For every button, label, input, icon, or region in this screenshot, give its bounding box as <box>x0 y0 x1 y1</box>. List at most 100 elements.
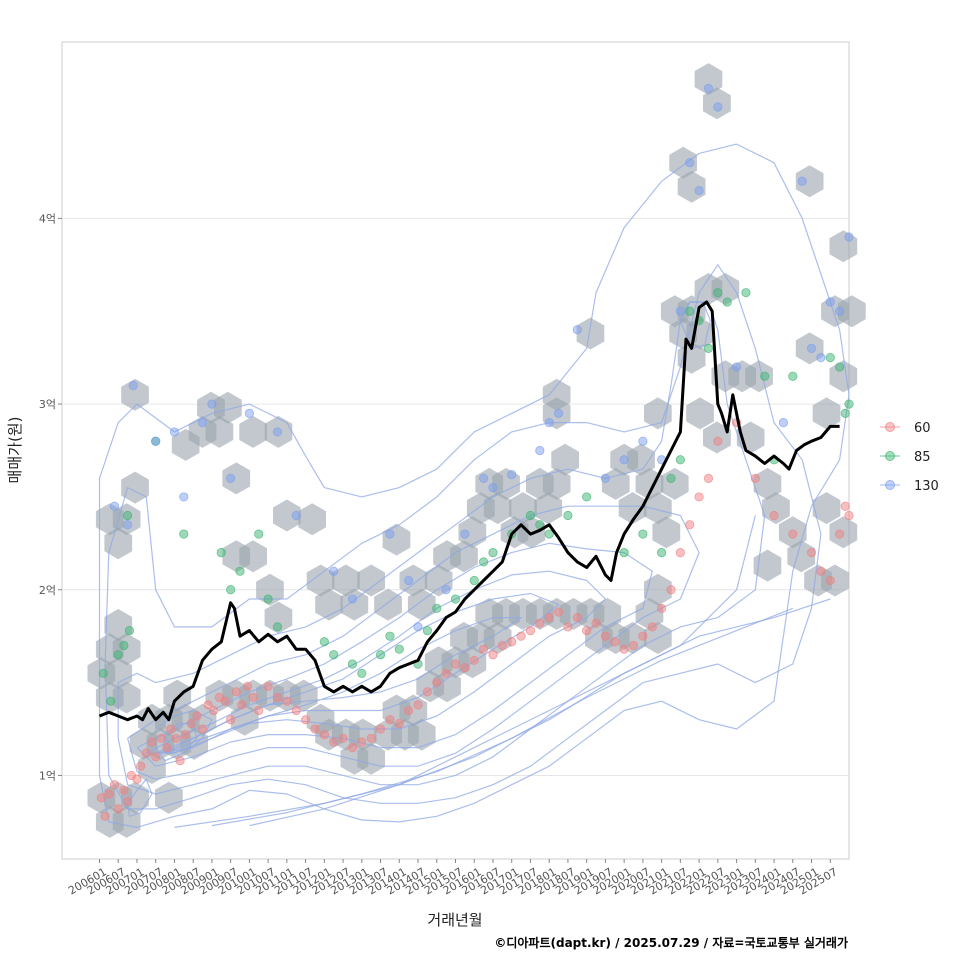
hexbin <box>534 492 563 525</box>
data-point-130 <box>535 445 545 456</box>
data-point-60 <box>162 742 172 753</box>
contour-line <box>164 722 198 754</box>
hexbin <box>239 540 267 573</box>
hexbin <box>821 564 849 597</box>
data-point-60 <box>835 529 845 539</box>
hexbin <box>458 516 487 549</box>
data-point-130 <box>619 455 629 465</box>
data-point-85 <box>113 650 123 660</box>
data-point-85 <box>179 529 189 539</box>
data-point-60 <box>840 501 850 511</box>
data-point-60 <box>385 715 395 725</box>
data-point-85 <box>840 408 850 418</box>
hexbin <box>155 781 183 814</box>
data-point-85 <box>272 622 283 632</box>
hexbin <box>264 601 293 634</box>
legend: 60 85 130 <box>880 421 939 494</box>
hexbin <box>652 516 681 549</box>
data-point-130 <box>638 436 648 446</box>
data-point-130 <box>329 566 339 576</box>
hexbin <box>104 527 133 560</box>
data-point-60 <box>209 705 219 716</box>
data-point-60 <box>220 696 230 706</box>
hexbin <box>306 564 335 597</box>
data-point-60 <box>242 681 253 691</box>
data-point-60 <box>610 637 620 647</box>
hexbin <box>812 397 841 430</box>
hexbin <box>112 805 141 838</box>
data-point-130 <box>226 473 236 483</box>
hexbin <box>407 718 436 751</box>
data-point-85 <box>254 529 264 539</box>
data-point-60 <box>788 529 798 539</box>
data-point-60 <box>197 724 208 734</box>
data-point-60 <box>291 705 301 716</box>
data-point-60 <box>497 640 507 651</box>
data-point-60 <box>175 755 185 766</box>
hexbin <box>222 462 251 495</box>
hexbin <box>273 499 301 532</box>
data-point-130 <box>413 622 423 632</box>
data-point-85 <box>638 529 648 539</box>
hexbin <box>483 492 512 525</box>
data-point-60 <box>254 705 264 716</box>
data-point-85 <box>582 492 592 502</box>
data-point-60 <box>647 622 657 632</box>
hexbin <box>214 391 242 424</box>
hexbin <box>526 467 554 500</box>
data-point-60 <box>237 700 247 710</box>
y-tick-label: 3억 <box>39 398 56 411</box>
y-tick-label: 2억 <box>39 584 56 597</box>
hexbin <box>762 492 790 525</box>
data-point-85 <box>98 668 108 678</box>
data-point-85 <box>835 362 845 372</box>
data-point-85 <box>722 297 732 307</box>
data-point-130 <box>488 483 498 493</box>
hexbin <box>838 295 866 328</box>
hexbin <box>753 549 782 582</box>
data-point-85 <box>488 548 498 558</box>
hexbin <box>239 415 267 448</box>
data-point-60 <box>248 692 258 703</box>
data-point-85 <box>119 640 129 651</box>
data-point-85 <box>825 353 835 363</box>
data-point-85 <box>357 668 367 678</box>
legend-label: 85 <box>914 450 931 465</box>
data-point-130 <box>553 408 564 418</box>
hexbin <box>205 415 234 448</box>
hexbin <box>407 588 436 621</box>
hexbin <box>357 564 385 597</box>
hexbin <box>121 378 149 411</box>
data-point-85 <box>544 529 554 539</box>
data-point-60 <box>104 789 114 799</box>
hexbin <box>551 443 579 476</box>
data-point-130 <box>291 510 301 521</box>
data-point-130 <box>507 470 517 480</box>
data-point-60 <box>685 520 695 530</box>
data-point-130 <box>460 529 470 539</box>
hexbin <box>686 397 714 430</box>
data-point-60 <box>181 729 191 740</box>
data-point-85 <box>226 585 236 595</box>
data-point-130 <box>179 492 189 502</box>
data-point-60 <box>413 700 423 710</box>
hexbin <box>753 467 782 500</box>
data-point-60 <box>282 696 292 706</box>
data-point-60 <box>825 575 835 586</box>
hexbin <box>576 317 605 350</box>
data-point-85 <box>563 510 573 521</box>
hexbin <box>694 63 723 96</box>
legend-label: 130 <box>914 479 939 494</box>
data-point-60 <box>619 644 629 654</box>
hexbin <box>618 492 647 525</box>
hexbin <box>745 360 773 393</box>
data-point-60 <box>450 659 461 669</box>
data-point-130 <box>835 306 845 316</box>
data-point-130 <box>844 232 854 242</box>
data-point-60 <box>703 473 714 483</box>
data-point-60 <box>366 733 376 743</box>
data-point-60 <box>300 715 311 725</box>
data-point-130 <box>109 501 120 511</box>
data-point-60 <box>192 711 202 721</box>
contour-line <box>155 709 213 762</box>
